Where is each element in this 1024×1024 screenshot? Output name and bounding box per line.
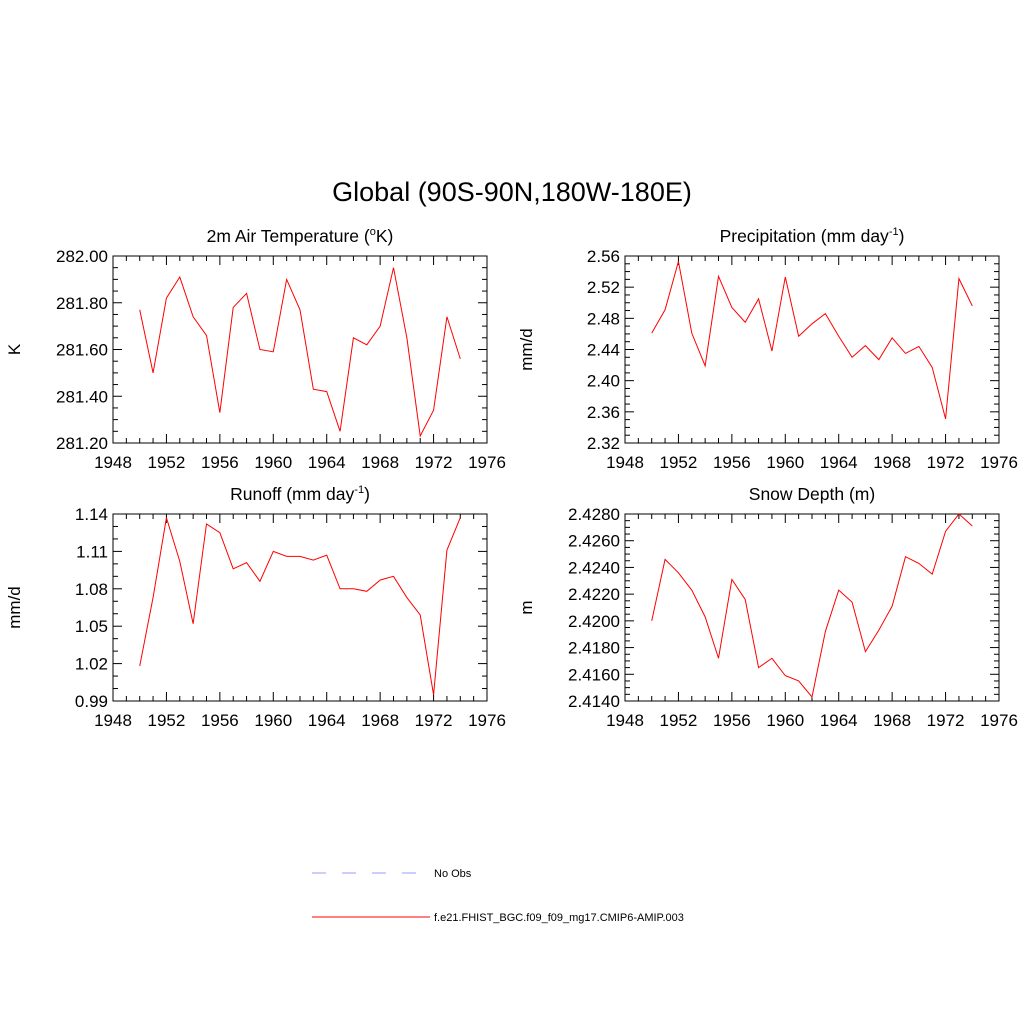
y-tick-label: 1.05 — [75, 617, 108, 636]
y-tick-label: 282.00 — [56, 247, 108, 266]
series-line-precipitation — [651, 261, 973, 419]
y-axis-label: mm/d — [5, 586, 24, 629]
series-line-air-temperature — [139, 267, 461, 438]
chart-title-superscript: o — [370, 226, 376, 238]
y-tick-label: 2.52 — [587, 278, 620, 297]
chart-title-runoff: Runoff (mm day-1) — [230, 484, 370, 504]
y-tick-label: 1.11 — [76, 542, 108, 561]
x-tick-label: 1952 — [148, 453, 186, 472]
chart-title-text: Precipitation (mm day — [720, 226, 889, 246]
legend-label-no-obs: No Obs — [434, 868, 472, 880]
y-tick-label: 2.4200 — [568, 612, 620, 631]
x-tick-label: 1952 — [148, 711, 186, 730]
y-tick-label: 2.32 — [587, 434, 620, 453]
chart-title-precipitation: Precipitation (mm day-1) — [720, 226, 905, 246]
x-tick-label: 1968 — [361, 453, 399, 472]
y-tick-label: 281.40 — [56, 387, 108, 406]
legend-label-model: f.e21.FHIST_BGC.f09_f09_mg17.CMIP6-AMIP.… — [434, 912, 684, 924]
y-tick-label: 1.14 — [75, 505, 108, 524]
chart-title-suffix: ) — [899, 226, 905, 246]
x-tick-label: 1960 — [766, 711, 804, 730]
chart-title-text: Snow Depth (m) — [749, 484, 875, 504]
y-tick-label: 1.08 — [75, 580, 108, 599]
y-tick-label: 2.56 — [587, 247, 620, 266]
x-tick-label: 1948 — [94, 711, 132, 730]
legend: No Obs f.e21.FHIST_BGC.f09_f09_mg17.CMIP… — [312, 868, 684, 924]
y-tick-label: 2.4240 — [568, 558, 620, 577]
y-tick-label: 281.80 — [56, 294, 108, 313]
x-tick-label: 1948 — [606, 711, 644, 730]
x-tick-label: 1964 — [820, 453, 858, 472]
y-tick-label: 2.48 — [587, 309, 620, 328]
x-tick-label: 1952 — [660, 711, 698, 730]
y-tick-label: 2.44 — [587, 341, 620, 360]
x-tick-label: 1972 — [927, 711, 965, 730]
y-axis-label: K — [5, 343, 24, 355]
x-tick-label: 1972 — [415, 711, 453, 730]
x-tick-label: 1976 — [468, 711, 506, 730]
y-tick-label: 2.40 — [587, 372, 620, 391]
x-tick-label: 1964 — [308, 453, 346, 472]
x-tick-label: 1948 — [94, 453, 132, 472]
plot-frame — [112, 513, 488, 702]
y-tick-label: 281.20 — [56, 434, 108, 453]
x-tick-label: 1976 — [468, 453, 506, 472]
x-tick-label: 1956 — [201, 711, 239, 730]
y-axis-label: mm/d — [517, 328, 536, 371]
y-axis-label: m — [517, 600, 536, 614]
x-tick-label: 1972 — [927, 453, 965, 472]
x-tick-label: 1960 — [254, 711, 292, 730]
x-tick-label: 1948 — [606, 453, 644, 472]
x-tick-label: 1964 — [820, 711, 858, 730]
x-tick-label: 1956 — [713, 453, 751, 472]
x-tick-label: 1960 — [766, 453, 804, 472]
x-tick-label: 1968 — [361, 711, 399, 730]
y-tick-label: 2.4280 — [568, 505, 620, 524]
x-tick-label: 1976 — [980, 711, 1018, 730]
x-tick-label: 1960 — [254, 453, 292, 472]
x-tick-label: 1956 — [713, 711, 751, 730]
plot-frame — [624, 513, 1000, 702]
y-tick-label: 1.02 — [75, 655, 108, 674]
x-tick-label: 1952 — [660, 453, 698, 472]
chart-title-text: Runoff (mm day — [230, 484, 354, 504]
y-tick-label: 2.4180 — [568, 639, 620, 658]
chart-title-suffix: ) — [364, 484, 370, 504]
series-line-snow-depth — [651, 513, 973, 699]
y-tick-label: 2.4140 — [568, 692, 620, 711]
x-tick-label: 1956 — [201, 453, 239, 472]
x-tick-label: 1976 — [980, 453, 1018, 472]
chart-title-air-temperature: 2m Air Temperature (oK) — [207, 226, 394, 246]
chart-title-suffix: K) — [376, 226, 394, 246]
chart-runoff: Runoff (mm day-1) 1948 1952 1956 1960 1964 196… — [5, 484, 506, 730]
y-tick-label: 2.4220 — [568, 585, 620, 604]
y-tick-label: 0.99 — [75, 692, 108, 711]
y-tick-label: 2.4160 — [568, 665, 620, 684]
plot-frame — [624, 255, 1000, 444]
y-tick-label: 281.60 — [56, 341, 108, 360]
chart-precipitation: Precipitation (mm day-1) 1948 1952 1956 1960… — [517, 226, 1018, 472]
chart-title-superscript: -1 — [889, 226, 899, 238]
chart-air-temperature: 2m Air Temperature (oK) 1948 1952 1956 1960 1… — [5, 226, 506, 472]
chart-title-text: 2m Air Temperature ( — [207, 226, 370, 246]
chart-title-superscript: -1 — [354, 484, 364, 496]
x-tick-label: 1968 — [873, 711, 911, 730]
x-tick-label: 1972 — [415, 453, 453, 472]
panels: 2m Air Temperature (oK)1948 1952 1956 1960 1… — [5, 226, 1018, 730]
x-tick-label: 1968 — [873, 453, 911, 472]
chart-title-snow-depth: Snow Depth (m) — [749, 484, 875, 504]
x-tick-label: 1964 — [308, 711, 346, 730]
y-tick-label: 2.36 — [587, 403, 620, 422]
y-tick-label: 2.4260 — [568, 532, 620, 551]
chart-snow-depth: Snow Depth (m) 1948 1952 1956 1960 1964 1968 19… — [517, 484, 1018, 730]
figure-title: Global (90S-90N,180W-180E) — [332, 177, 692, 207]
series-line-runoff — [139, 517, 461, 695]
